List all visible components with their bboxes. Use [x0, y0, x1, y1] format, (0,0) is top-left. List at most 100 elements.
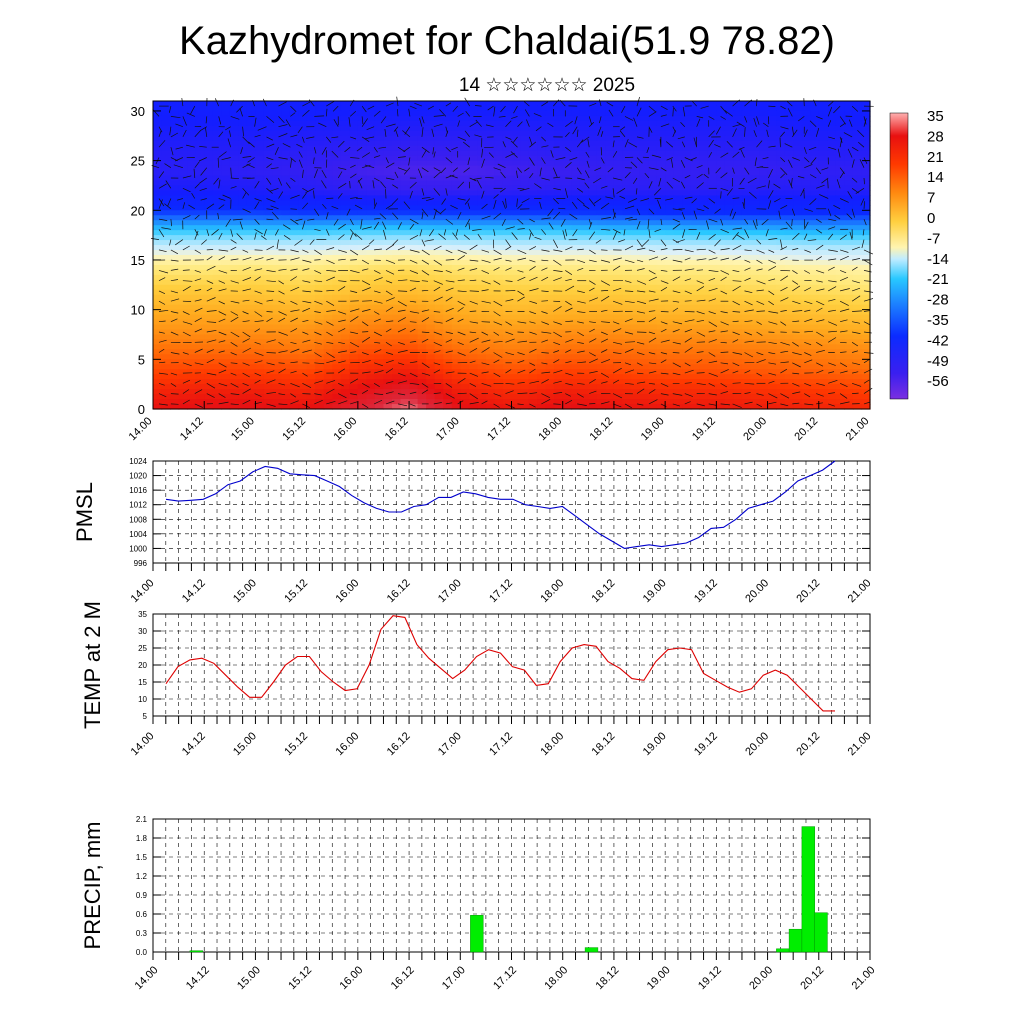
heatmap-cell [255, 115, 265, 122]
heatmap-cell [588, 329, 598, 336]
heatmap-cell [281, 205, 291, 211]
heatmap-cell [315, 145, 325, 152]
heatmap-cell [767, 205, 777, 211]
heatmap-cell [340, 120, 350, 127]
heatmap-cell [400, 190, 410, 196]
heatmap-cell [528, 294, 538, 301]
heatmap-cell [656, 185, 666, 192]
heatmap-cell [605, 314, 615, 321]
heatmap-cell [699, 150, 709, 157]
heatmap-cell [195, 314, 205, 321]
heatmap-cell [485, 215, 496, 221]
heatmap-cell [229, 115, 239, 122]
heatmap-cell [153, 269, 163, 276]
heatmap-cell [195, 125, 205, 132]
heatmap-cell [818, 195, 828, 201]
heatmap-cell [622, 200, 632, 206]
heatmap-cell [511, 165, 521, 172]
heatmap-cell [426, 120, 436, 127]
heatmap-cell [340, 359, 350, 365]
heatmap-cell [622, 334, 632, 341]
heatmap-cell [827, 205, 837, 211]
heatmap-cell [281, 259, 291, 266]
heatmap-cell [571, 155, 581, 162]
heatmap-cell [511, 299, 521, 306]
heatmap-cell [545, 329, 555, 336]
heatmap-cell [195, 140, 205, 147]
heatmap-cell [451, 225, 461, 231]
heatmap-cell [665, 314, 675, 321]
heatmap-cell [767, 190, 777, 196]
heatmap-cell [451, 329, 461, 336]
heatmap-cell [656, 155, 666, 162]
heatmap-cell [588, 235, 598, 241]
heatmap-cell [673, 294, 683, 301]
heatmap-cell [195, 145, 205, 152]
heatmap-cell [579, 250, 589, 256]
heatmap-cell [613, 339, 624, 346]
heatmap-cell [263, 334, 274, 341]
heatmap-cell [374, 274, 385, 281]
heatmap-cell [400, 185, 410, 192]
heatmap-cell [443, 274, 453, 281]
heatmap-cell [485, 165, 496, 172]
heatmap-cell [511, 160, 521, 167]
heatmap-cell [682, 115, 692, 122]
heatmap-cell [844, 170, 854, 177]
heatmap-cell [579, 299, 589, 306]
heatmap-cell [400, 165, 410, 172]
heatmap-cell [187, 230, 197, 236]
heatmap-cell [392, 364, 402, 370]
heatmap-cell [656, 200, 666, 206]
heatmap-cell [852, 145, 863, 152]
heatmap-cell [741, 150, 752, 157]
heatmap-cell [665, 170, 675, 177]
heatmap-cell [861, 364, 871, 370]
heatmap-cell [844, 205, 854, 211]
heatmap-cell [272, 329, 282, 336]
heatmap-cell [579, 215, 589, 221]
heatmap-cell [810, 245, 820, 251]
heatmap-cell [400, 284, 410, 291]
heatmap-cell [605, 130, 615, 137]
heatmap-cell [776, 185, 786, 192]
heatmap-cell [656, 145, 666, 152]
heatmap-cell [571, 195, 581, 201]
heatmap-cell [827, 344, 837, 350]
heatmap-cell [340, 339, 350, 346]
heatmap-cell [648, 329, 658, 336]
heatmap-cell [827, 259, 837, 266]
heatmap-cell [204, 240, 214, 246]
heatmap-cell [656, 319, 666, 326]
heatmap-cell [315, 319, 325, 326]
heatmap-cell [221, 279, 231, 286]
heatmap-cell [246, 259, 257, 266]
heatmap-cell [485, 344, 496, 350]
heatmap-cell [392, 205, 402, 211]
heatmap-cell [170, 115, 180, 122]
heatmap-cell [306, 319, 316, 326]
heatmap-cell [818, 135, 828, 142]
heatmap-cell [776, 274, 786, 281]
heatmap-cell [810, 349, 820, 355]
heatmap-cell [349, 125, 359, 132]
heatmap-cell [400, 319, 410, 326]
heatmap-cell [383, 180, 393, 187]
heatmap-cell [451, 354, 461, 360]
heatmap-cell [494, 354, 504, 360]
heatmap-cell [366, 200, 376, 206]
heatmap-cell [631, 389, 641, 395]
heatmap-cell [639, 319, 649, 326]
heatmap-cell [494, 289, 504, 296]
heatmap-cell [443, 200, 453, 206]
heatmap-cell [426, 215, 436, 221]
heatmap-cell [810, 264, 820, 271]
heatmap-cell [716, 269, 726, 276]
heatmap-cell [690, 344, 700, 350]
heatmap-cell [315, 140, 325, 147]
heatmap-cell [520, 259, 530, 266]
heatmap-cell [750, 160, 760, 167]
heatmap-cell [434, 135, 444, 142]
heatmap-cell [596, 309, 606, 316]
heatmap-cell [699, 344, 709, 350]
